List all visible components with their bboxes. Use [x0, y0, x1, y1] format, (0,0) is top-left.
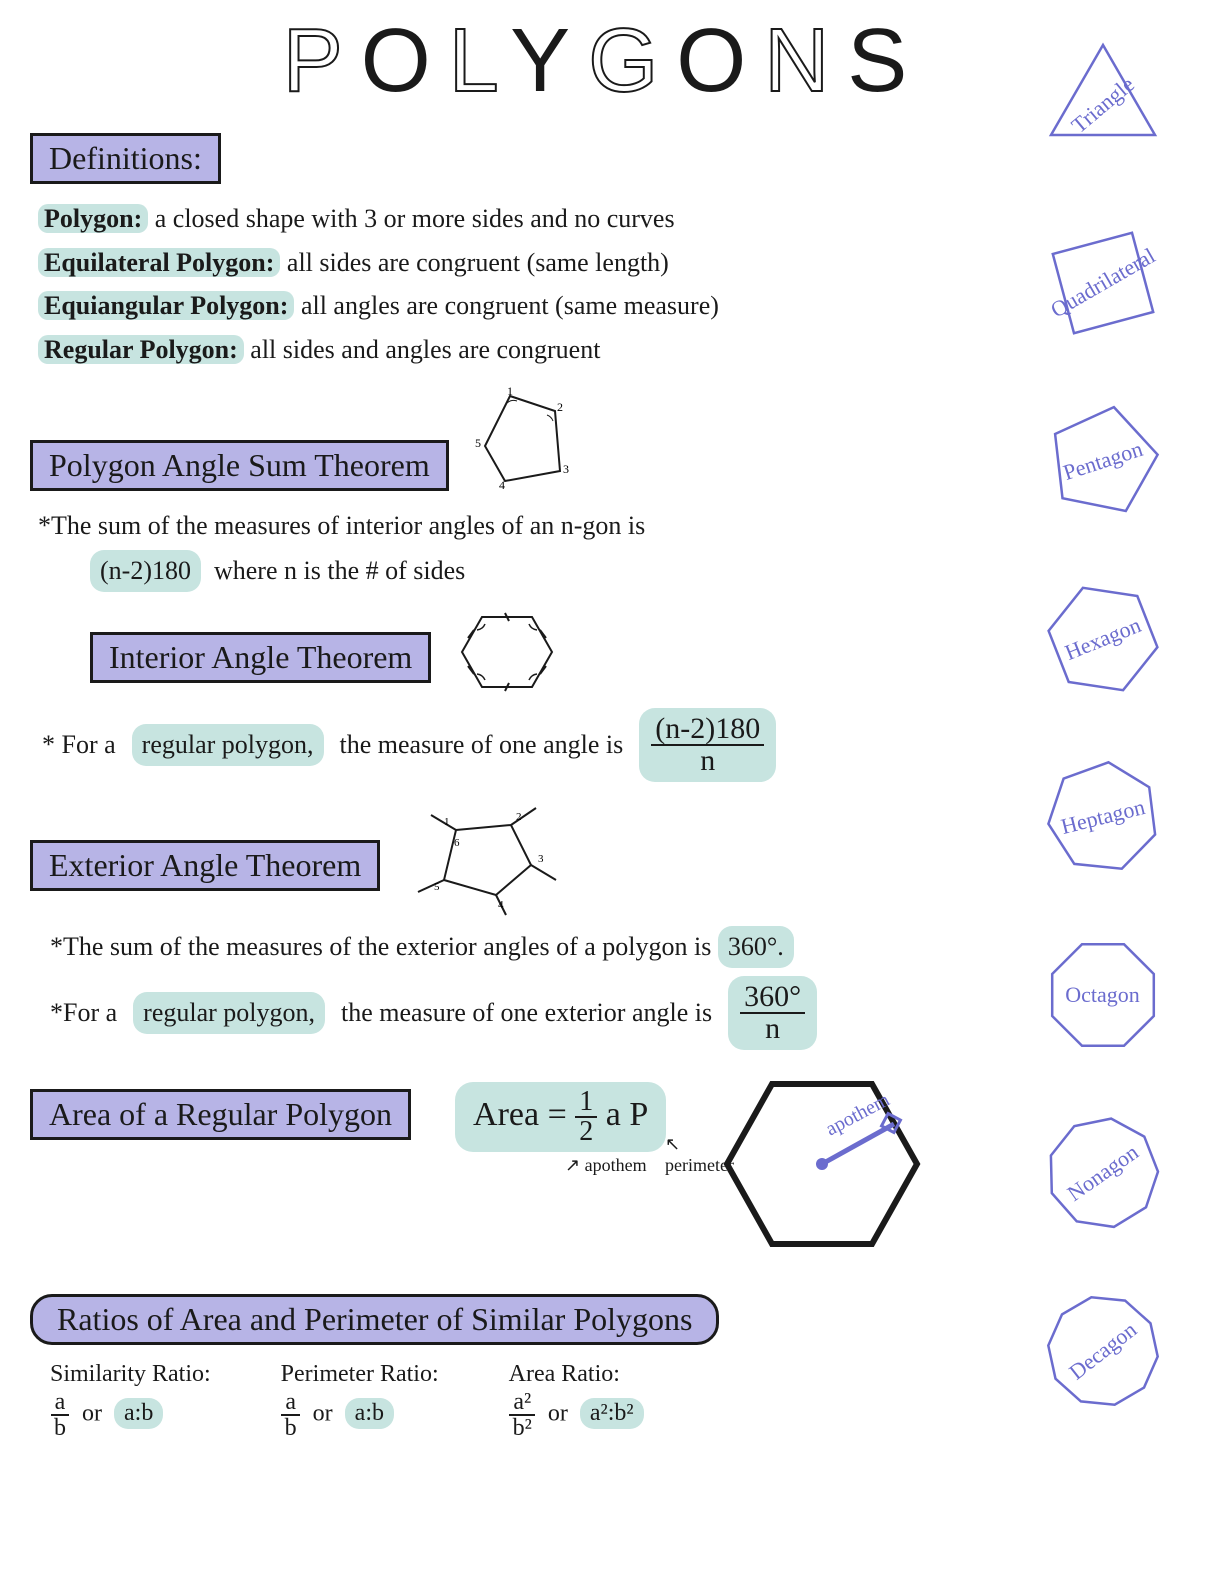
svg-text:2: 2	[516, 811, 522, 823]
ratio-sim-title: Similarity Ratio:	[50, 1361, 211, 1388]
exterior-line1: *The sum of the measures of the exterior…	[50, 926, 990, 968]
ratio-per-or: or	[313, 1400, 333, 1426]
hexagon-tick-diagram-icon	[447, 602, 567, 702]
exterior-formula-den: n	[761, 1014, 784, 1044]
shape-nonagon: Nonagon	[1028, 1098, 1178, 1248]
shape-decagon: Decagon	[1028, 1276, 1178, 1426]
shape-quadrilateral: Quadrilateral	[1028, 208, 1178, 358]
svg-text:3: 3	[538, 853, 544, 865]
ratio-per-title: Perimeter Ratio:	[281, 1361, 439, 1388]
svg-text:1: 1	[444, 816, 450, 828]
svg-text:1: 1	[507, 384, 513, 398]
angle-sum-formula: (n-2)180	[90, 550, 201, 592]
angle-sum-formula-line: (n-2)180 where n is the # of sides	[90, 550, 990, 592]
area-half-den: 2	[575, 1118, 597, 1146]
shape-heptagon: Heptagon	[1028, 742, 1178, 892]
definitions-heading: Definitions:	[30, 133, 221, 184]
term-polygon: Polygon:	[38, 204, 148, 233]
exterior-line1-val: 360°.	[718, 926, 794, 968]
ratio-per-den: b	[281, 1416, 301, 1440]
area-half-num: 1	[575, 1088, 597, 1118]
ratio-area-alt: a²:b²	[580, 1398, 644, 1429]
exterior-line2-hl: regular polygon,	[133, 992, 325, 1034]
interior-formula-den: n	[696, 746, 719, 776]
ratio-perimeter: Perimeter Ratio: a b or a:b	[281, 1361, 439, 1440]
angle-sum-post: where n is the # of sides	[214, 556, 465, 585]
ratio-sim-num: a	[51, 1390, 70, 1416]
interior-hl: regular polygon,	[132, 724, 324, 766]
ratio-per-num: a	[281, 1390, 300, 1416]
svg-text:4: 4	[498, 899, 504, 911]
exterior-formula-num: 360°	[740, 982, 805, 1014]
ratios-heading: Ratios of Area and Perimeter of Similar …	[30, 1294, 719, 1345]
exterior-diagram-icon: 2 3 4 5 1 6	[396, 800, 566, 920]
svg-text:6: 6	[454, 837, 460, 849]
svg-text:5: 5	[434, 881, 440, 893]
shape-label-octagon: Octagon	[1065, 982, 1140, 1008]
svg-text:3: 3	[563, 462, 569, 476]
svg-text:5: 5	[475, 436, 481, 450]
ratio-area-or: or	[548, 1400, 568, 1426]
def-equilateral: Equilateral Polygon: all sides are congr…	[38, 244, 990, 282]
def-equiangular: Equiangular Polygon: all angles are cong…	[38, 287, 990, 325]
interior-post: the measure of one angle is	[340, 726, 624, 764]
angle-sum-pre: *The sum of the measures of interior ang…	[38, 511, 645, 540]
term-regular: Regular Polygon:	[38, 335, 244, 364]
svg-text:2: 2	[557, 400, 563, 414]
angle-sum-heading: Polygon Angle Sum Theorem	[30, 440, 449, 491]
def-equiangular-text: all angles are congruent (same measure)	[301, 291, 719, 320]
def-regular: Regular Polygon: all sides and angles ar…	[38, 331, 990, 369]
exterior-line2-pre: *For a	[50, 994, 117, 1032]
ratio-area-title: Area Ratio:	[509, 1361, 644, 1388]
interior-pre: * For a	[42, 726, 116, 764]
interior-angle-line: * For a regular polygon, the measure of …	[42, 708, 990, 782]
ratio-area: Area Ratio: a² b² or a²:b²	[509, 1361, 644, 1440]
shapes-column: Triangle Quadrilateral Pentagon Hexagon …	[1015, 30, 1190, 1426]
area-a: a	[606, 1096, 621, 1133]
ratio-sim-den: b	[50, 1416, 70, 1440]
shape-triangle: Triangle	[1028, 30, 1178, 180]
area-p: P	[629, 1096, 648, 1133]
shape-hexagon: Hexagon	[1028, 564, 1178, 714]
term-equilateral: Equilateral Polygon:	[38, 248, 280, 277]
term-equiangular: Equiangular Polygon:	[38, 291, 294, 320]
def-regular-text: all sides and angles are congruent	[250, 335, 600, 364]
exterior-angle-heading: Exterior Angle Theorem	[30, 840, 380, 891]
def-polygon: Polygon: a closed shape with 3 or more s…	[38, 200, 990, 238]
def-equilateral-text: all sides are congruent (same length)	[287, 248, 669, 277]
area-ann-perimeter: ↖ perimeter	[665, 1134, 734, 1176]
ratio-similarity: Similarity Ratio: a b or a:b	[50, 1361, 211, 1440]
exterior-line2: *For a regular polygon, the measure of o…	[50, 976, 990, 1050]
ratio-sim-or: or	[82, 1400, 102, 1426]
interior-formula: (n-2)180 n	[639, 708, 776, 782]
ratio-per-alt: a:b	[345, 1398, 394, 1429]
pentagon-diagram-icon: 1 2 3 4 5	[465, 381, 585, 501]
interior-formula-num: (n-2)180	[651, 714, 764, 746]
shape-octagon: Octagon	[1028, 920, 1178, 1070]
area-ann-apothem: ↗ apothem	[565, 1155, 647, 1176]
exterior-formula: 360° n	[728, 976, 817, 1050]
area-label: Area =	[473, 1096, 567, 1133]
interior-angle-heading: Interior Angle Theorem	[90, 632, 431, 683]
area-heading: Area of a Regular Polygon	[30, 1089, 411, 1140]
svg-text:4: 4	[499, 478, 505, 492]
ratios-row: Similarity Ratio: a b or a:b Perimeter R…	[50, 1361, 990, 1440]
ratio-sim-alt: a:b	[114, 1398, 163, 1429]
shape-pentagon: Pentagon	[1028, 386, 1178, 536]
exterior-line2-post: the measure of one exterior angle is	[341, 994, 712, 1032]
area-formula: Area = 1 2 a P ↗ apothem ↖ perimeter	[455, 1082, 666, 1152]
exterior-line1-pre: *The sum of the measures of the exterior…	[50, 932, 711, 961]
ratio-area-num: a²	[509, 1390, 535, 1416]
hexagon-apothem-icon: apothem	[702, 1064, 942, 1264]
angle-sum-text: *The sum of the measures of interior ang…	[38, 507, 990, 545]
ratio-area-den: b²	[509, 1416, 536, 1440]
def-polygon-text: a closed shape with 3 or more sides and …	[155, 204, 675, 233]
